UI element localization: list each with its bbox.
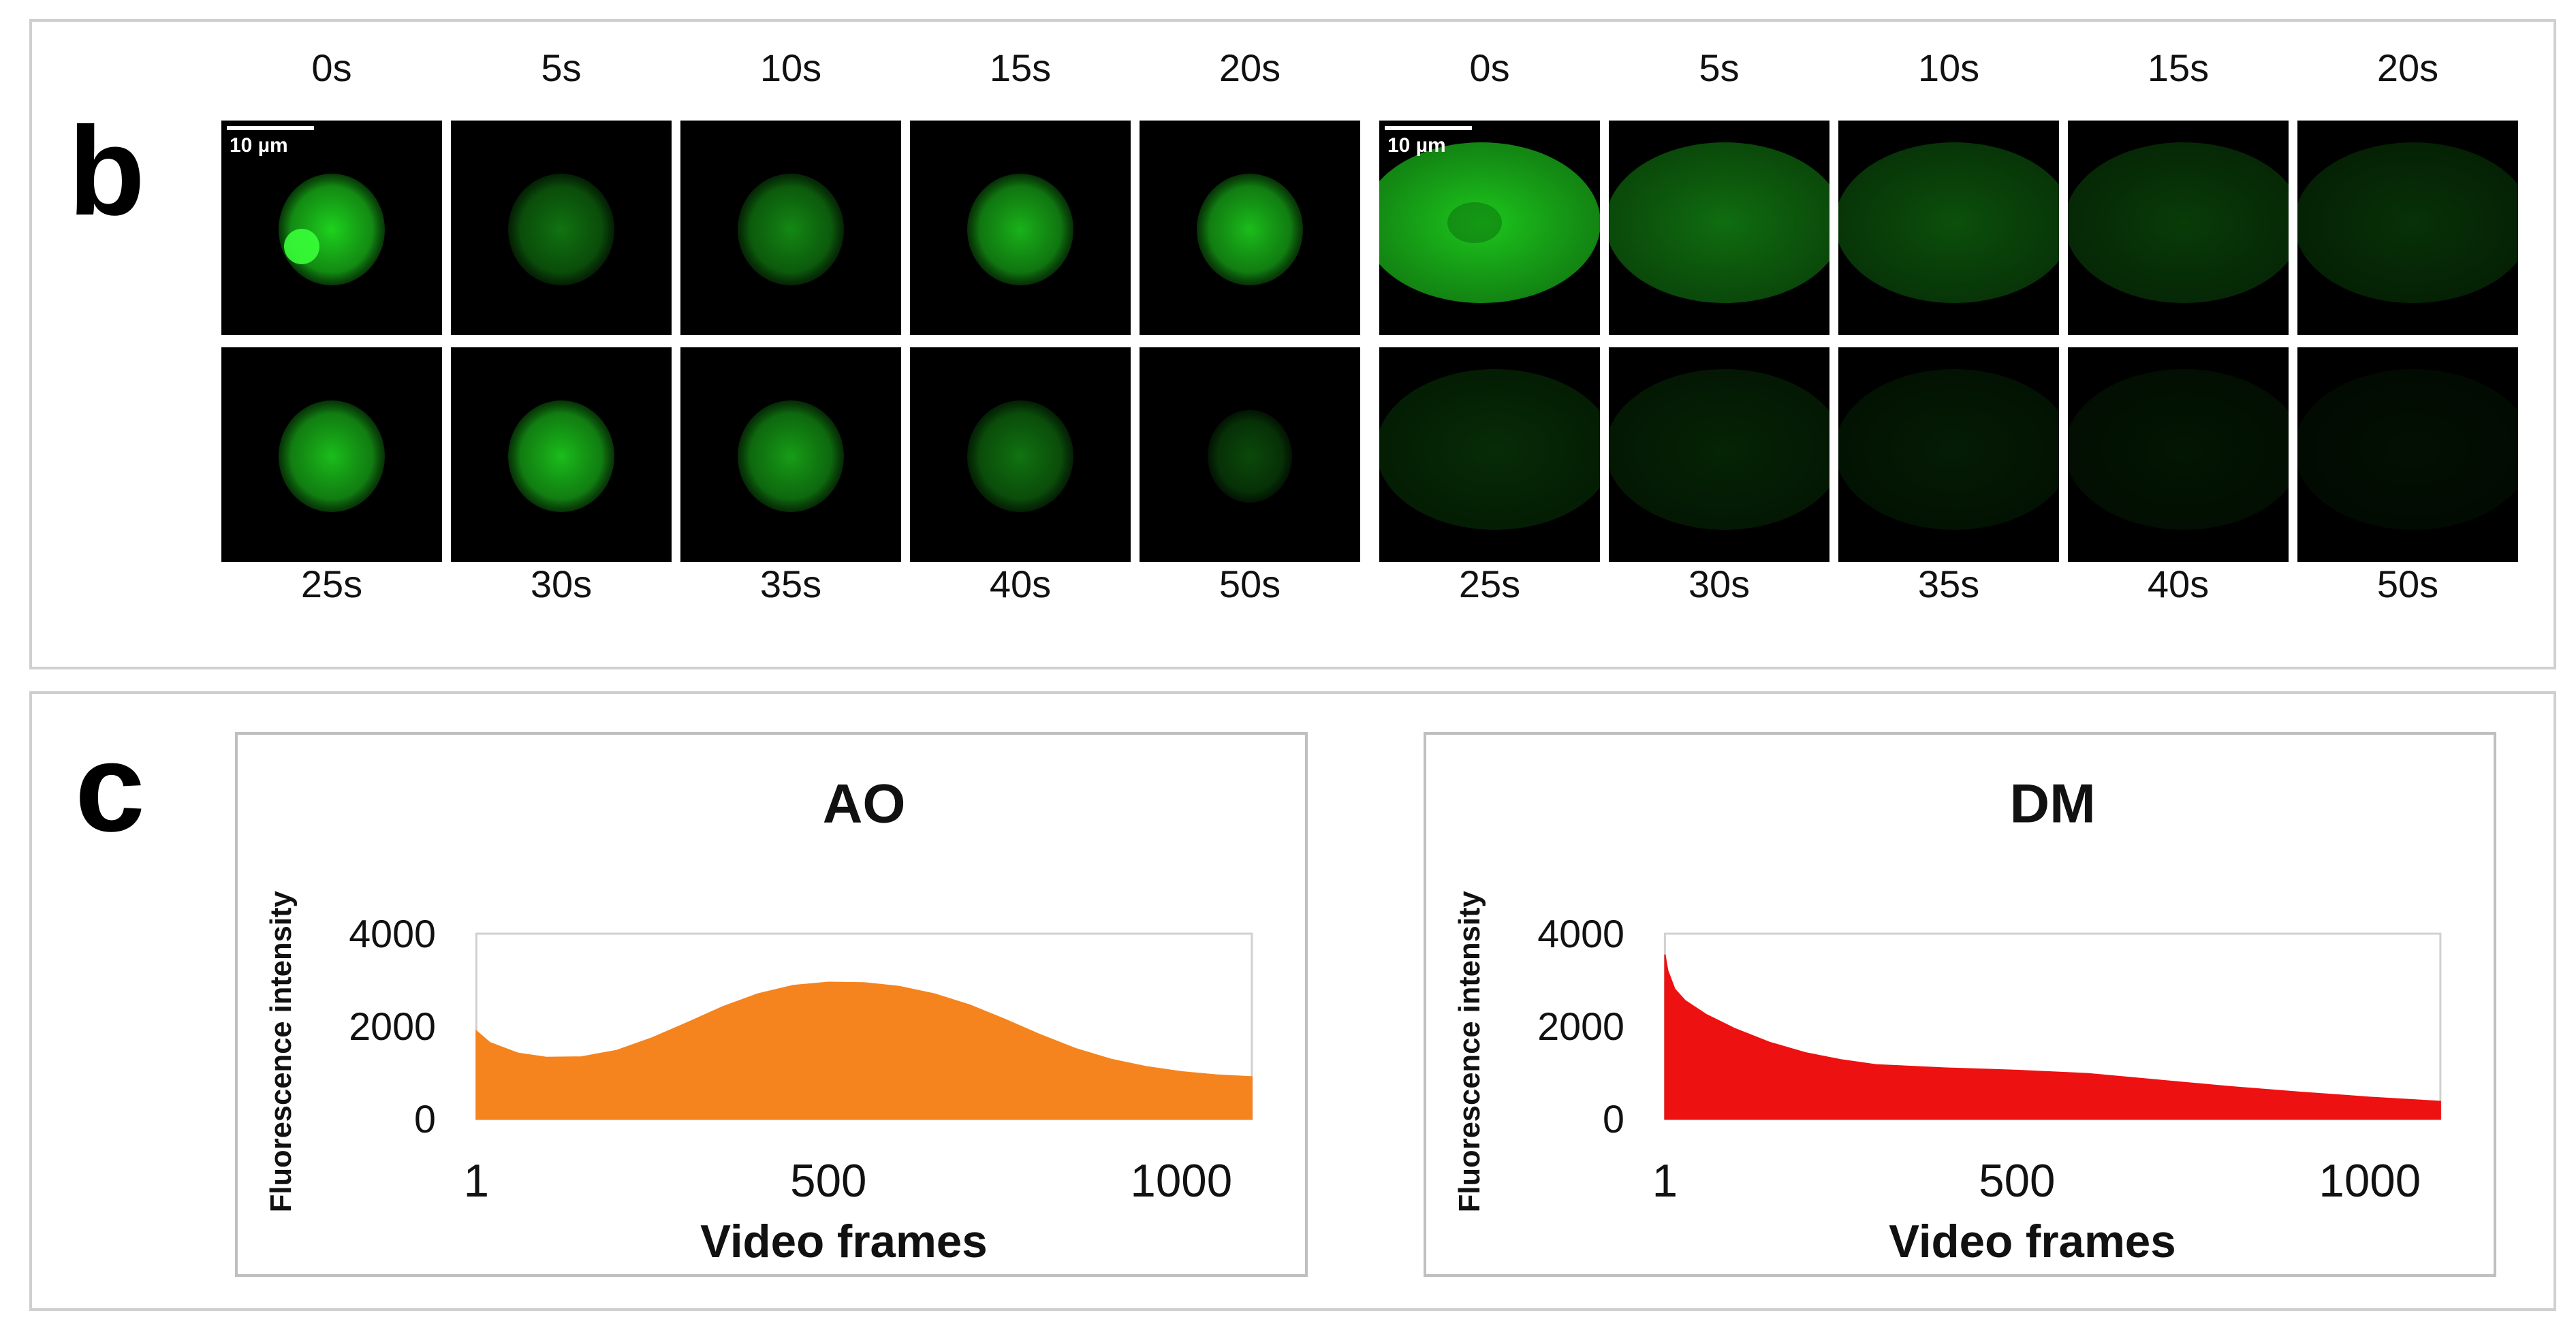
dm-y-axis-label: Fluorescence intensity [1454, 891, 1486, 1212]
dm-area-series [1664, 954, 2441, 1120]
dm-cell-image [1609, 347, 1829, 562]
ao-y-axis-label: Fluorescence intensity [265, 891, 298, 1212]
dm-cell-image [2068, 347, 2289, 562]
dm-cell-frame [1379, 347, 1600, 562]
ao-time-label: 20s [1219, 46, 1281, 89]
ao-y-tick-label: 2000 [349, 1005, 436, 1049]
dm-cell-frame [2297, 347, 2518, 562]
ao-cell-frame [680, 347, 901, 562]
ao-time-label: 0s [311, 46, 352, 89]
ao-time-label: 5s [541, 46, 582, 89]
dm-cell-image [1609, 121, 1829, 335]
dm-x-axis-label: Video frames [1889, 1216, 2176, 1267]
dm-time-label: 0s [1469, 46, 1510, 89]
ao-area-series [475, 981, 1253, 1120]
dm-cell-frame [1838, 347, 2059, 562]
ao-cell-image [680, 347, 901, 562]
dm-cell-image [2297, 121, 2518, 335]
dm-scale-bar-label: 10 µm [1387, 134, 1446, 157]
dm-x-tick-label: 1000 [2319, 1156, 2421, 1207]
dm-cell-frame [1609, 121, 1829, 335]
ao-cell-image [221, 347, 442, 562]
dm-time-label: 50s [2376, 563, 2439, 605]
dm-cell-image [1838, 121, 2059, 335]
ao-cell-frame [910, 347, 1131, 562]
dm-cell-image [1379, 347, 1600, 562]
ao-cell-frame: 10 µm [221, 121, 442, 335]
dm-x-tick-label: 500 [1979, 1156, 2055, 1207]
ao-time-label: 30s [530, 563, 593, 605]
dm-chart-svg: DM 0 2000 4000 1 500 1000 Video frames Fluoresce… [1454, 774, 2442, 1267]
dm-time-label: 25s [1458, 563, 1521, 605]
ao-y-tick-label: 0 [414, 1098, 436, 1141]
dm-time-label: 30s [1688, 563, 1750, 605]
ao-x-tick-label: 1 [464, 1156, 489, 1207]
ao-x-tick-label: 1000 [1130, 1156, 1232, 1207]
dm-y-tick-label: 2000 [1537, 1005, 1624, 1049]
ao-cell-frame [221, 347, 442, 562]
dm-time-label: 40s [2147, 563, 2210, 605]
dm-cell-frame [2297, 121, 2518, 335]
ao-cell-frame [680, 121, 901, 335]
ao-time-label: 25s [300, 563, 363, 605]
dm-cell-frame: 10 µm [1379, 121, 1600, 335]
ao-time-label: 40s [989, 563, 1052, 605]
ao-chart-svg: AO 0 2000 4000 1 500 1000 Video frames Fluoresce… [265, 774, 1253, 1267]
ao-y-tick-label: 4000 [349, 913, 436, 956]
ao-cell-frame [910, 121, 1131, 335]
dm-cell-frame [2068, 121, 2289, 335]
ao-time-label: 35s [759, 563, 822, 605]
dm-cell-image [1838, 347, 2059, 562]
dm-cell-image [2068, 121, 2289, 335]
ao-x-tick-label: 500 [790, 1156, 866, 1207]
dm-y-tick-label: 4000 [1537, 913, 1624, 956]
ao-chart: AO 0 2000 4000 1 500 1000 Video frames Fluoresce… [235, 732, 1308, 1277]
dm-chart-title: DM [2010, 774, 2096, 835]
ao-time-label: 50s [1219, 563, 1281, 605]
ao-cell-frame [451, 121, 672, 335]
ao-scale-bar-label: 10 µm [230, 134, 288, 157]
ao-cell-image [910, 121, 1131, 335]
ao-scale-bar [227, 126, 314, 130]
dm-cell-image [2297, 347, 2518, 562]
dm-x-tick-label: 1 [1652, 1156, 1678, 1207]
ao-cell-frame [451, 347, 672, 562]
dm-time-label: 5s [1699, 46, 1740, 89]
ao-cell-frame [1140, 121, 1360, 335]
ao-cell-frame [1140, 347, 1360, 562]
ao-x-axis-label: Video frames [700, 1216, 988, 1267]
dm-cell-frame [1609, 347, 1829, 562]
dm-time-label: 10s [1917, 46, 1980, 89]
dm-cell-frame [2068, 347, 2289, 562]
dm-time-label: 35s [1917, 563, 1980, 605]
ao-time-label: 15s [989, 46, 1052, 89]
ao-cell-image [451, 121, 672, 335]
dm-time-label: 15s [2147, 46, 2210, 89]
dm-scale-bar [1385, 126, 1472, 130]
panel-c-letter: c [75, 718, 145, 858]
ao-time-label: 10s [759, 46, 822, 89]
ao-chart-title: AO [823, 774, 906, 835]
ao-cell-image [451, 347, 672, 562]
dm-cell-image [1379, 121, 1600, 335]
dm-cell-frame [1838, 121, 2059, 335]
panel-b-letter: b [68, 101, 146, 242]
ao-cell-image [1140, 347, 1360, 562]
dm-y-tick-label: 0 [1603, 1098, 1624, 1141]
ao-cell-image [221, 121, 442, 335]
ao-cell-image [910, 347, 1131, 562]
dm-time-label: 20s [2376, 46, 2439, 89]
ao-cell-image [1140, 121, 1360, 335]
dm-chart: DM 0 2000 4000 1 500 1000 Video frames Fluoresce… [1424, 732, 2496, 1277]
ao-cell-image [680, 121, 901, 335]
